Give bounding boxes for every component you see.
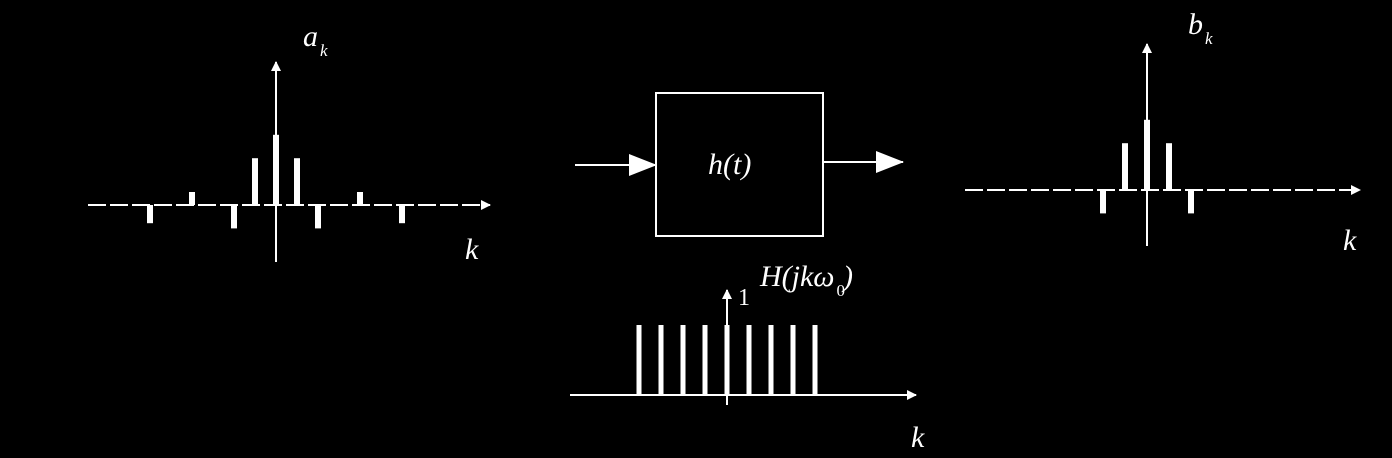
output-spectrum-plot [965, 43, 1361, 246]
filter-stem-k0 [724, 325, 730, 395]
input-k-axis-label: k [465, 233, 479, 266]
filter-stems [636, 325, 818, 395]
input-stem-k1 [294, 158, 300, 205]
output-stem-k0 [1144, 119, 1150, 190]
output-stem-k2 [1188, 190, 1194, 214]
filter-label-main: H(jkω [760, 260, 835, 293]
output-stem-k-2 [1100, 190, 1106, 214]
input-stems [147, 134, 405, 229]
input-stem-k0 [273, 134, 279, 205]
filter-k-axis-label: k [911, 421, 925, 454]
filter-spectrum-label: H(jkω 0) [760, 260, 853, 300]
filter-stem-k-2 [680, 325, 686, 395]
filter-stem-k2 [768, 325, 774, 395]
output-stem-k1 [1166, 143, 1172, 190]
filter-stem-k3 [790, 325, 796, 395]
filter-amplitude-label: 1 [738, 285, 750, 311]
input-spectrum-plot [88, 61, 491, 262]
input-spectrum-label-main: a [303, 20, 318, 53]
filter-stem-k-4 [636, 325, 642, 395]
input-stem-k2 [315, 205, 321, 229]
output-k-axis-label: k [1343, 224, 1357, 257]
filter-label-close: ) [843, 260, 853, 293]
filter-label-sub: 0 [836, 281, 846, 300]
input-stem-k6 [399, 205, 405, 224]
system-block [655, 92, 824, 237]
filter-spectrum-plot [570, 289, 917, 405]
output-spectrum-label-main: b [1188, 8, 1203, 41]
filter-stem-k4 [812, 325, 818, 395]
output-spectrum-label-sub: k [1205, 29, 1213, 48]
output-stem-k-1 [1122, 143, 1128, 190]
input-spectrum-label-sub: k [320, 41, 328, 60]
input-stem-k4 [357, 192, 363, 205]
input-stem-k-4 [189, 192, 195, 205]
filter-stem-k-3 [658, 325, 664, 395]
input-stem-k-1 [252, 158, 258, 205]
input-stem-k-6 [147, 205, 153, 224]
input-stem-k-2 [231, 205, 237, 229]
system-block-group [575, 92, 904, 237]
filter-stem-k-1 [702, 325, 708, 395]
output-stems [1100, 119, 1194, 214]
system-block-label: h(t) [708, 148, 752, 181]
filter-stem-k1 [746, 325, 752, 395]
